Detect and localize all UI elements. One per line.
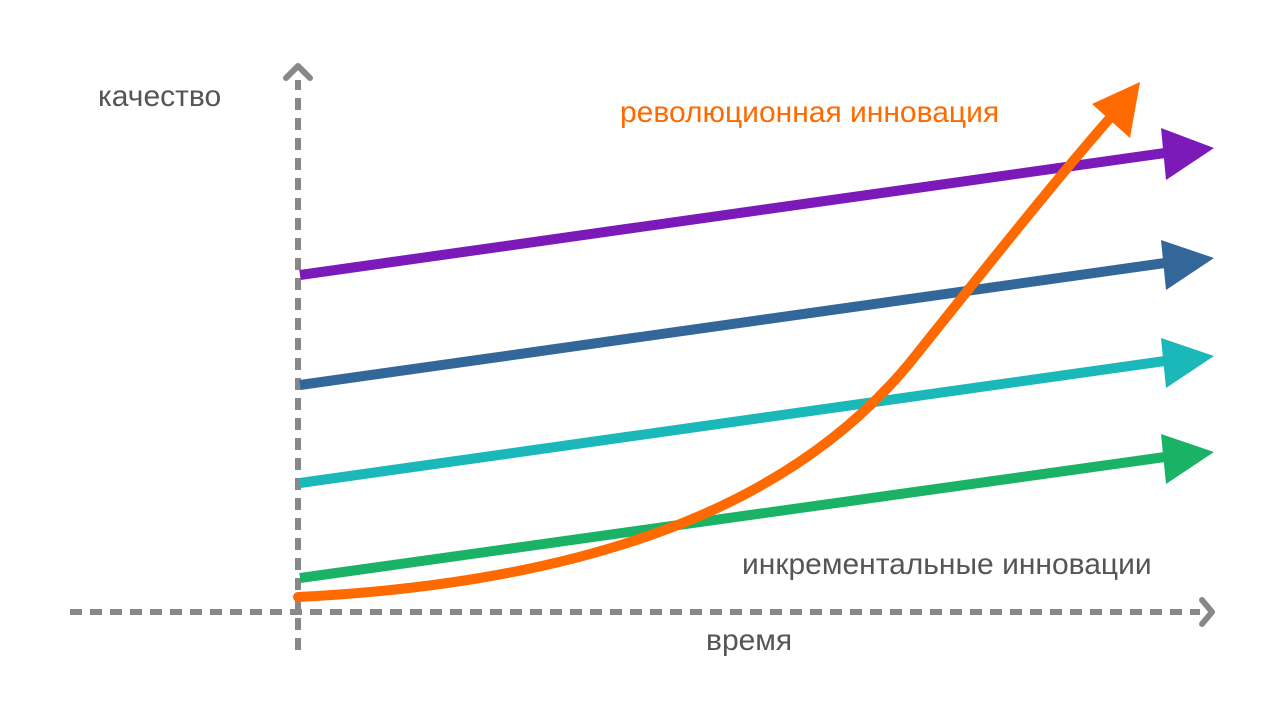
incremental-arrow-green-head-icon bbox=[1161, 434, 1214, 484]
axes bbox=[70, 63, 1215, 650]
incremental-innovations-label: инкрементальные инновации bbox=[742, 548, 1152, 581]
incremental-arrow-teal bbox=[299, 355, 1173, 488]
revolutionary-innovation-label: революционная инновация bbox=[620, 96, 999, 129]
incremental-arrow-blue-head-icon bbox=[1161, 240, 1214, 290]
y-axis-label: качество bbox=[98, 80, 221, 113]
incremental-arrow-blue bbox=[299, 257, 1173, 390]
x-axis-label: время bbox=[706, 624, 792, 657]
revolutionary-curve bbox=[293, 113, 1115, 602]
incremental-arrows bbox=[299, 128, 1214, 583]
incremental-arrow-teal-head-icon bbox=[1161, 338, 1214, 388]
incremental-arrow-green bbox=[299, 451, 1173, 583]
y-axis-arrowhead-icon bbox=[283, 63, 313, 81]
incremental-arrow-purple bbox=[299, 147, 1173, 280]
incremental-arrow-purple-head-icon bbox=[1161, 128, 1214, 180]
revolutionary-arrow bbox=[293, 82, 1140, 602]
x-axis-arrowhead-icon bbox=[1199, 597, 1215, 627]
revolutionary-arrow-head-icon bbox=[1092, 82, 1140, 138]
